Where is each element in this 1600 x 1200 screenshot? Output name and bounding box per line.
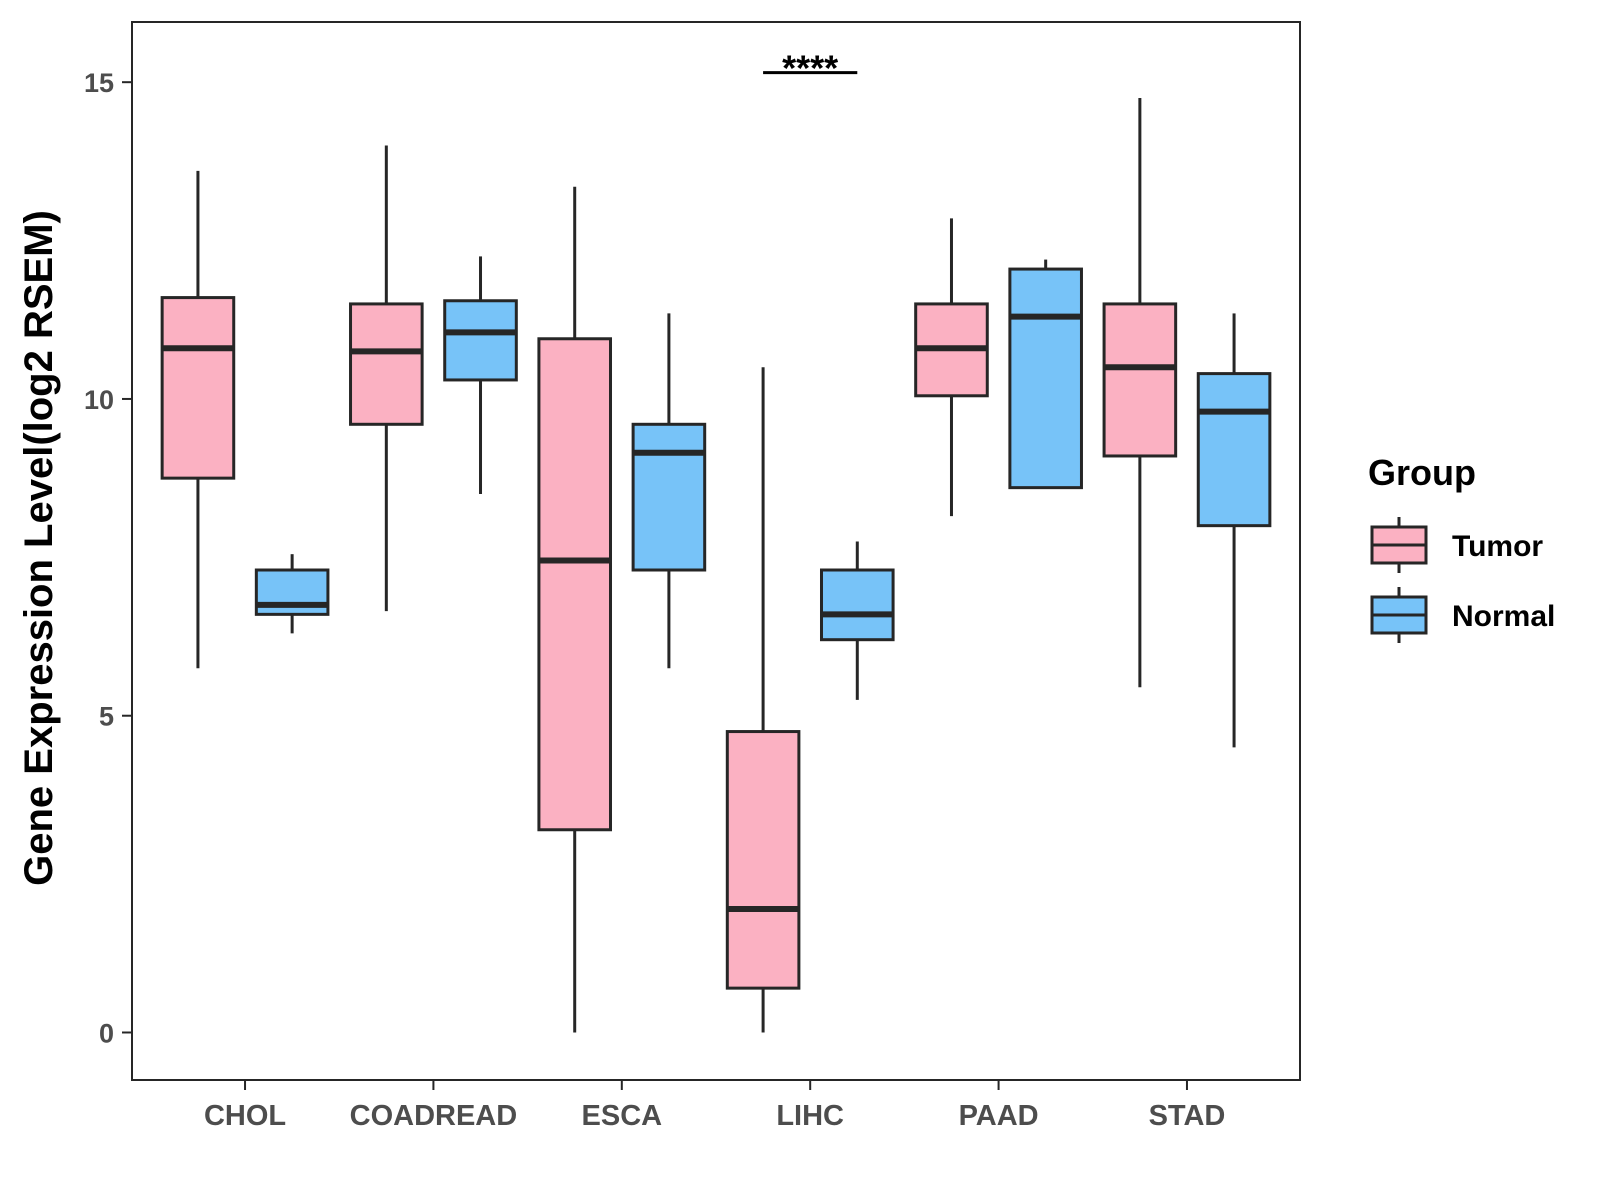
- box-normal-chol: [254, 554, 330, 634]
- box-iqr: [349, 302, 424, 426]
- plot-area: ****: [131, 21, 1301, 1081]
- box-iqr: [1196, 372, 1272, 528]
- y-tick-label: 5: [99, 702, 114, 732]
- legend-label: Tumor: [1452, 530, 1543, 563]
- legend: Group Tumor Normal: [1368, 452, 1555, 643]
- y-tick-label: 0: [99, 1018, 114, 1048]
- box-normal-coadread: [443, 256, 518, 494]
- plot-panel-border: [131, 21, 1301, 1081]
- x-tick-label-esca: ESCA: [582, 1100, 663, 1132]
- box-iqr: [1102, 302, 1178, 458]
- y-tick-label: 10: [84, 385, 114, 415]
- x-tick-label-chol: CHOL: [204, 1100, 286, 1132]
- x-tick-label-paad: PAAD: [959, 1100, 1039, 1132]
- box-normal-paad: [1008, 259, 1083, 490]
- legend-title: Group: [1368, 452, 1476, 493]
- x-tick-label-lihc: LIHC: [776, 1100, 844, 1132]
- y-axis: 0 5 10 15: [84, 68, 132, 1048]
- box-iqr: [537, 337, 613, 832]
- box-iqr: [725, 730, 801, 990]
- y-tick-label: 15: [84, 68, 114, 98]
- significance-annotation: ****: [763, 48, 858, 89]
- legend-label: Normal: [1452, 600, 1555, 633]
- box-iqr: [1008, 267, 1083, 490]
- box-iqr: [443, 299, 518, 382]
- x-tick-label-coadread: COADREAD: [350, 1100, 518, 1132]
- box-iqr: [631, 422, 707, 572]
- box-normal-stad: [1196, 313, 1272, 748]
- x-tick-label-stad: STAD: [1149, 1100, 1226, 1132]
- box-normal-esca: [631, 313, 707, 669]
- box-tumor-esca: [537, 186, 613, 1033]
- box-tumor-chol: [160, 170, 236, 669]
- box-tumor-lihc: [725, 367, 801, 1033]
- box-tumor-coadread: [349, 145, 424, 612]
- box-normal-lihc: [819, 541, 895, 700]
- significance-label: ****: [782, 48, 838, 89]
- x-axis: CHOL COADREAD ESCA LIHC PAAD STAD: [204, 1080, 1225, 1132]
- box-tumor-paad: [914, 218, 989, 517]
- box-tumor-stad: [1102, 98, 1178, 688]
- y-axis-title: Gene Expression Level(log2 RSEM): [17, 210, 61, 886]
- legend-item-tumor: Tumor: [1370, 517, 1543, 573]
- box-iqr: [160, 296, 236, 480]
- legend-item-normal: Normal: [1370, 587, 1555, 643]
- box-iqr: [819, 568, 895, 642]
